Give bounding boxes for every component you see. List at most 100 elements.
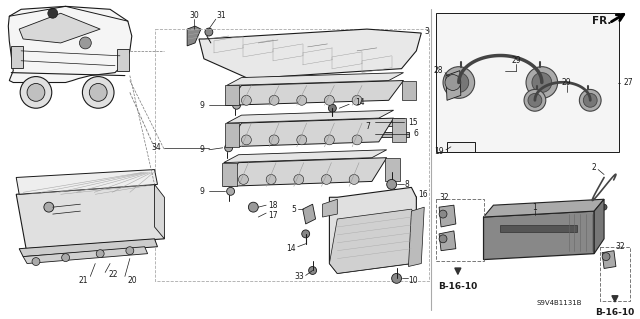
Bar — [154, 29, 429, 281]
Circle shape — [90, 84, 107, 101]
Text: 29: 29 — [511, 56, 521, 65]
Text: FR.: FR. — [591, 16, 611, 26]
Polygon shape — [408, 207, 424, 266]
Circle shape — [48, 8, 58, 18]
Circle shape — [297, 135, 307, 145]
Polygon shape — [199, 29, 421, 78]
Text: 3: 3 — [424, 26, 429, 35]
Polygon shape — [19, 13, 100, 43]
Circle shape — [308, 266, 317, 274]
Circle shape — [269, 95, 279, 105]
Circle shape — [445, 75, 461, 90]
Circle shape — [349, 174, 359, 184]
Text: B-16-10: B-16-10 — [595, 308, 635, 316]
Text: 33: 33 — [294, 272, 304, 281]
Polygon shape — [330, 209, 417, 273]
Bar — [392, 118, 406, 142]
Polygon shape — [227, 118, 394, 147]
Polygon shape — [8, 6, 132, 83]
Circle shape — [352, 95, 362, 105]
Polygon shape — [227, 80, 403, 105]
Text: 10: 10 — [408, 276, 418, 285]
Polygon shape — [224, 158, 387, 186]
Circle shape — [392, 273, 401, 283]
Polygon shape — [439, 205, 456, 227]
Bar — [600, 247, 630, 301]
Polygon shape — [227, 73, 403, 85]
Circle shape — [61, 254, 70, 262]
Text: 8: 8 — [404, 180, 409, 189]
Bar — [436, 13, 619, 152]
Circle shape — [32, 258, 40, 265]
Text: 9: 9 — [199, 145, 204, 154]
Circle shape — [126, 247, 134, 255]
Circle shape — [324, 95, 334, 105]
Bar — [375, 132, 410, 137]
Text: 5: 5 — [291, 204, 296, 214]
Circle shape — [328, 104, 337, 112]
Polygon shape — [439, 231, 456, 251]
Circle shape — [225, 144, 232, 152]
Text: 6: 6 — [413, 130, 419, 138]
Circle shape — [248, 202, 259, 212]
Text: 18: 18 — [268, 201, 278, 210]
Polygon shape — [154, 184, 164, 239]
Bar — [375, 118, 404, 126]
Circle shape — [352, 135, 362, 145]
Circle shape — [79, 37, 92, 49]
Circle shape — [205, 28, 213, 36]
Polygon shape — [19, 239, 157, 256]
Polygon shape — [16, 170, 157, 194]
Circle shape — [524, 89, 546, 111]
Circle shape — [526, 67, 557, 98]
Text: 34: 34 — [152, 143, 161, 152]
Circle shape — [579, 89, 601, 111]
Polygon shape — [23, 247, 148, 263]
Circle shape — [27, 84, 45, 101]
Bar — [225, 123, 239, 147]
Polygon shape — [328, 114, 357, 132]
Bar — [221, 163, 237, 186]
Text: 17: 17 — [268, 211, 278, 219]
Text: 27: 27 — [624, 78, 634, 87]
Circle shape — [294, 174, 304, 184]
Circle shape — [602, 253, 610, 261]
Text: 7: 7 — [365, 122, 370, 130]
Circle shape — [532, 73, 552, 93]
Bar — [500, 225, 577, 232]
Polygon shape — [330, 187, 417, 273]
Circle shape — [239, 174, 248, 184]
Polygon shape — [446, 70, 461, 100]
Circle shape — [601, 204, 607, 210]
Polygon shape — [303, 204, 316, 224]
Bar — [12, 46, 23, 68]
Circle shape — [96, 250, 104, 258]
Text: 32: 32 — [439, 193, 449, 202]
Polygon shape — [484, 199, 604, 217]
Text: 29: 29 — [562, 78, 572, 87]
Polygon shape — [224, 150, 387, 163]
Circle shape — [266, 174, 276, 184]
Circle shape — [439, 235, 447, 243]
Text: 15: 15 — [408, 118, 418, 127]
Circle shape — [301, 230, 310, 238]
Text: S9V4B1131B: S9V4B1131B — [537, 300, 582, 306]
Text: 2: 2 — [591, 163, 596, 172]
Text: 32: 32 — [615, 242, 625, 251]
Circle shape — [241, 95, 252, 105]
Circle shape — [387, 180, 397, 189]
Circle shape — [269, 135, 279, 145]
Circle shape — [583, 93, 597, 107]
Text: 21: 21 — [79, 276, 88, 285]
Circle shape — [528, 93, 542, 107]
Text: 28: 28 — [433, 66, 443, 75]
Text: 1: 1 — [532, 203, 538, 211]
Bar — [401, 80, 417, 100]
Circle shape — [227, 187, 234, 195]
Bar — [447, 142, 475, 152]
Text: 14: 14 — [355, 98, 365, 107]
Circle shape — [321, 174, 332, 184]
Circle shape — [297, 95, 307, 105]
Polygon shape — [594, 199, 604, 254]
Text: 14: 14 — [286, 244, 296, 253]
